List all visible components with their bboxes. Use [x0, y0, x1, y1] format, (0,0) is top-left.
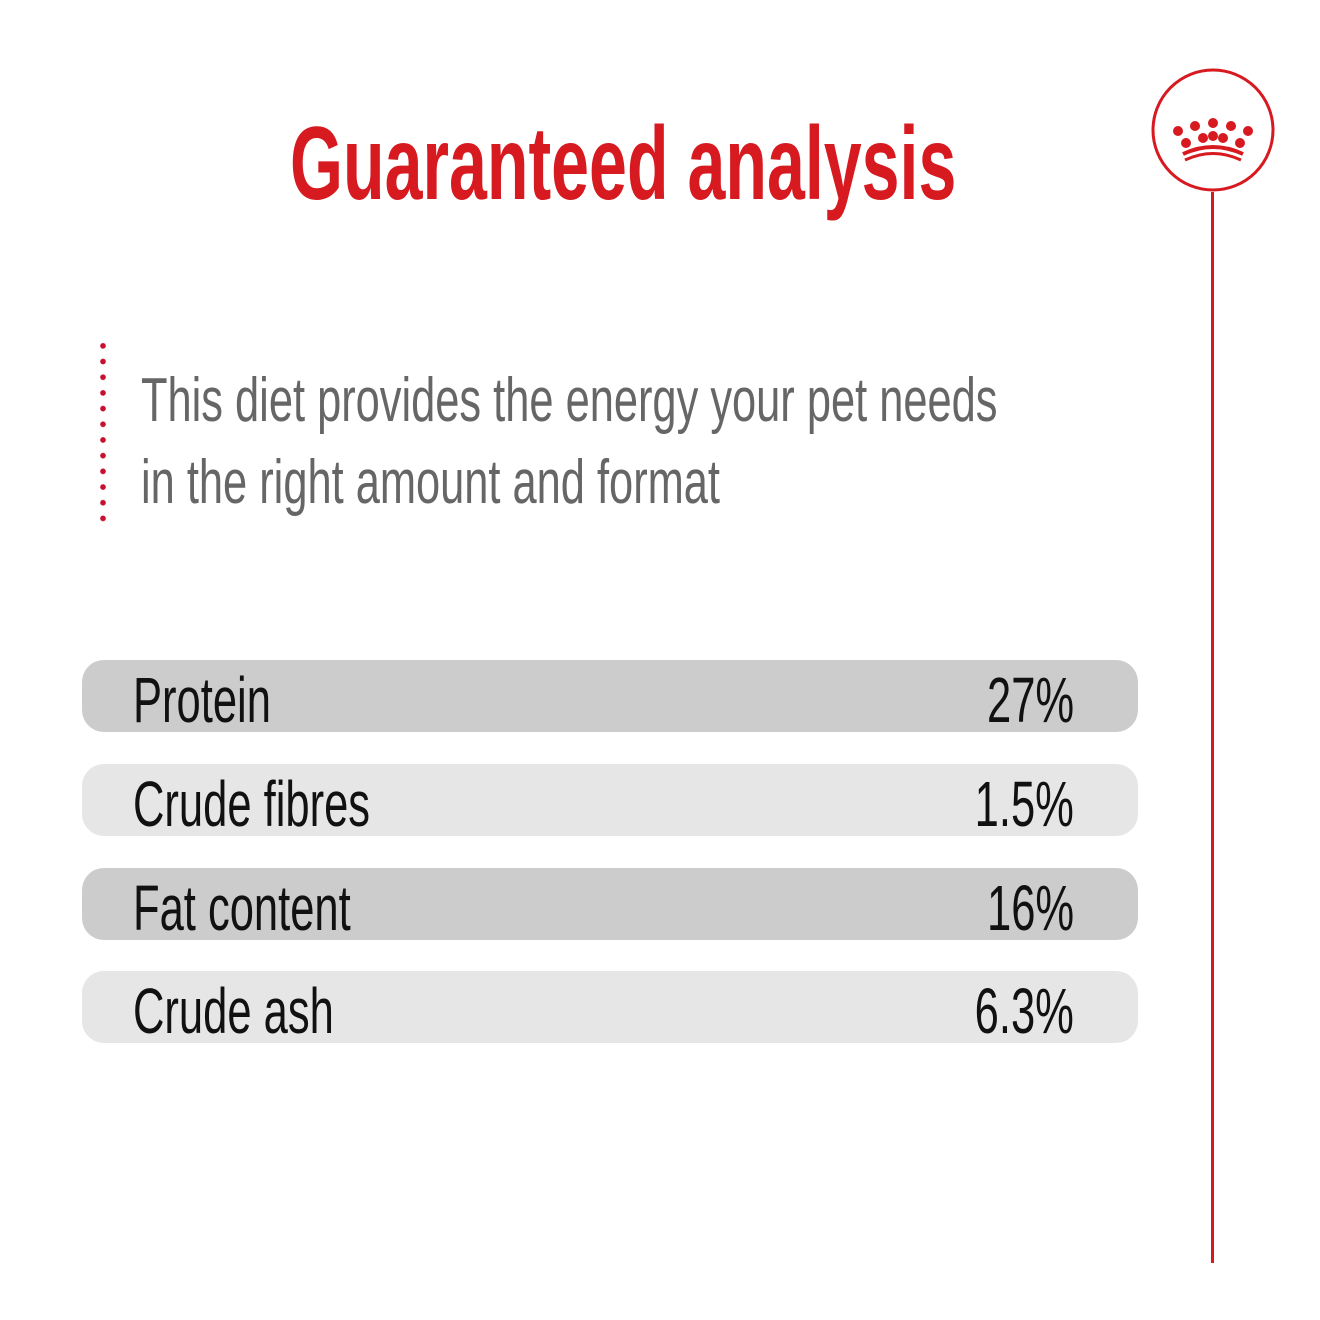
- row-value: 1.5%: [974, 768, 1074, 840]
- dotted-divider: [100, 338, 106, 523]
- row-value: 16%: [986, 872, 1074, 944]
- table-row: Fat content 16%: [82, 868, 1138, 944]
- table-row: Protein 27%: [82, 660, 1138, 736]
- row-label: Crude ash: [133, 975, 334, 1047]
- table-row: Crude ash 6.3%: [82, 971, 1138, 1047]
- description-line-2: in the right amount and format: [141, 448, 720, 517]
- row-label: Fat content: [133, 872, 351, 944]
- description: This diet provides the energy your pet n…: [141, 360, 997, 524]
- description-line-1: This diet provides the energy your pet n…: [141, 366, 998, 435]
- row-label: Crude fibres: [133, 768, 371, 840]
- crown-icon: [1151, 68, 1275, 192]
- vertical-line: [1211, 192, 1214, 1263]
- row-value: 6.3%: [974, 975, 1074, 1047]
- page-title: Guaranteed analysis: [290, 106, 957, 222]
- row-label: Protein: [133, 664, 271, 736]
- row-value: 27%: [986, 664, 1074, 736]
- table-row: Crude fibres 1.5%: [82, 764, 1138, 840]
